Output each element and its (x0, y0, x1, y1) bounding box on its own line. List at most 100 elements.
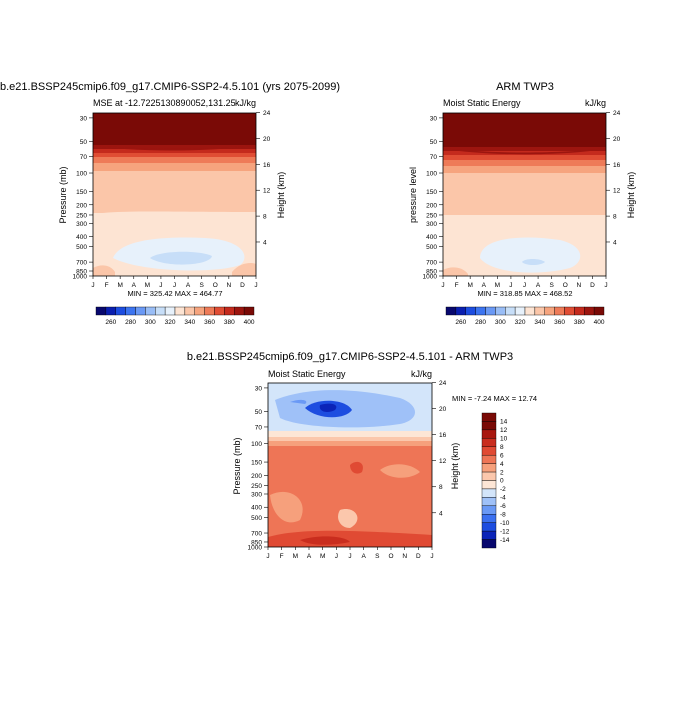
panel1-xtick-label-9: O (213, 282, 218, 289)
panel3-ptick-label-11: 850 (251, 539, 262, 546)
panel1-cbar-box-14 (234, 306, 245, 316)
panel1-htick-label-5: 4 (263, 239, 267, 246)
panel3-cbar-box-0 (481, 412, 497, 422)
panel1-cbar-box-6 (155, 306, 166, 316)
panel3-xtick-label-8: S (375, 553, 380, 560)
panel2-cbar-box-12 (564, 306, 575, 316)
panel2-xtick-label-3: A (482, 282, 487, 289)
panel1-htick-label-4: 8 (263, 214, 267, 221)
panel1-ptick-label-9: 500 (76, 244, 87, 251)
panel2-cbar-label-1: 280 (475, 319, 486, 326)
panel1-ptick-label-4: 150 (76, 189, 87, 196)
panel2-cbar-label-3: 320 (515, 319, 526, 326)
panel3-cbar-box-10 (481, 497, 497, 507)
panel1-units: kJ/kg (235, 98, 256, 108)
panel3-xtick-label-2: M (293, 553, 298, 560)
panel1-contour-band-1 (93, 145, 256, 149)
panel2-cbar-box-10 (544, 306, 555, 316)
panel2-y2label: Height (km) (626, 172, 636, 219)
panel1-cbar-label-2: 300 (145, 319, 156, 326)
panel2-htick-label-3: 12 (613, 188, 621, 195)
panel2-ptick-label-1: 50 (430, 139, 438, 146)
panel3-cbar-label-9: -4 (500, 495, 506, 502)
panel2-htick-label-1: 20 (613, 136, 621, 143)
panel2-ptick-label-5: 200 (426, 202, 437, 209)
panel1-cbar-label-3: 320 (165, 319, 176, 326)
panel1-htick-label-3: 12 (263, 188, 271, 195)
panel2-xtick-label-5: J (509, 282, 512, 289)
panel1-xtick-label-11: D (240, 282, 245, 289)
panel3-cbar-box-7 (481, 471, 497, 481)
panel1-ptick-label-10: 700 (76, 260, 87, 267)
panel2-xtick-label-2: M (467, 282, 472, 289)
panel1-ylabel: Pressure (mb) (58, 166, 68, 223)
panel2-ptick-label-8: 400 (426, 234, 437, 241)
panel3-cbar-label-11: -8 (500, 511, 506, 518)
panel3-cbar-box-5 (481, 454, 497, 464)
panel1-cbar-box-4 (135, 306, 146, 316)
panel2-xtick-label-0: J (441, 282, 444, 289)
panel2-ptick-label-7: 300 (426, 221, 437, 228)
panel3-ptick-label-3: 100 (251, 441, 262, 448)
panel1-xtick-label-6: J (173, 282, 176, 289)
panel1-cbar-label-1: 280 (125, 319, 136, 326)
panel1-cbar-box-15 (243, 306, 255, 316)
panel3-contour-pos-max (350, 461, 363, 474)
panel2-left-label: Moist Static Energy (443, 98, 521, 108)
panel3-contour-surface-max (300, 536, 350, 545)
panel2-contour-surface-left (443, 267, 468, 276)
panel3-cbar-box-6 (481, 463, 497, 473)
panel-arm-mse: ARM TWP3 Moist Static Energy kJ/kg press… (408, 81, 636, 326)
panel2-cbar-label-0: 260 (455, 319, 466, 326)
panel1-xtick-label-7: A (186, 282, 191, 289)
panel2-stats: MIN = 318.85 MAX = 468.52 (477, 289, 572, 298)
panel1-htick-label-2: 16 (263, 162, 271, 169)
panel3-ptick-label-7: 300 (251, 491, 262, 498)
panel2-ptick-label-11: 850 (426, 269, 437, 276)
panel1-contour-min-core (150, 251, 212, 265)
panel1-ptick-label-1: 50 (80, 139, 88, 146)
panel3-ptick-label-2: 70 (255, 424, 263, 431)
panel3-contour-band-3 (268, 441, 432, 446)
panel3-htick-label-2: 16 (439, 432, 447, 439)
panel1-cbar-box-11 (204, 306, 215, 316)
panel3-title: b.e21.BSSP245cmip6.f09_g17.CMIP6-SSP2-4.… (187, 351, 513, 363)
panel3-contour-pos-patch-3 (338, 509, 358, 528)
panel2-contour-ridge (443, 148, 606, 155)
panel3-xtick-label-12: J (430, 553, 433, 560)
panel3-cbar-box-9 (481, 488, 497, 498)
panel1-ptick-label-8: 400 (76, 234, 87, 241)
panel1-ptick-label-2: 70 (80, 154, 88, 161)
panel1-stats: MIN = 325.42 MAX = 464.77 (127, 289, 222, 298)
panel2-cbar-box-1 (455, 306, 466, 316)
panel1-ptick-label-12: 1000 (73, 274, 88, 281)
panel3-cbar-label-0: 14 (500, 419, 508, 426)
panel1-xtick-label-10: N (226, 282, 231, 289)
panel3-xtick-label-0: J (266, 553, 269, 560)
panel1-cbar-box-10 (194, 306, 205, 316)
panel1-colorbar: 260 280 300 320 340 360 380 400 (95, 306, 255, 326)
panel3-contour-neg-minimum (319, 403, 337, 413)
panel1-ptick-label-0: 30 (80, 115, 88, 122)
panel2-cbar-box-15 (593, 306, 605, 316)
panel2-cbar-box-4 (485, 306, 496, 316)
panel3-cbar-box-1 (481, 421, 497, 431)
panel3-left-label: Moist Static Energy (268, 369, 346, 379)
panel2-xtick-label-4: M (495, 282, 500, 289)
panel3-cbar-box-12 (481, 514, 497, 523)
panel2-xtick-label-11: D (590, 282, 595, 289)
panel1-contour-field (93, 113, 256, 276)
panel2-ylabel: pressure level (408, 167, 418, 223)
panel1-cbar-box-13 (224, 306, 235, 316)
panel2-cbar-label-6: 380 (574, 319, 585, 326)
panel1-contour-band-2 (93, 149, 256, 153)
panel2-contour-band-1 (443, 147, 606, 151)
panel2-units: kJ/kg (585, 98, 606, 108)
panel3-cbar-box-14 (481, 530, 497, 540)
panel1-cbar-label-6: 380 (224, 319, 235, 326)
panel3-y2label: Height (km) (450, 443, 460, 490)
panel3-cbar-label-8: -2 (500, 486, 506, 493)
